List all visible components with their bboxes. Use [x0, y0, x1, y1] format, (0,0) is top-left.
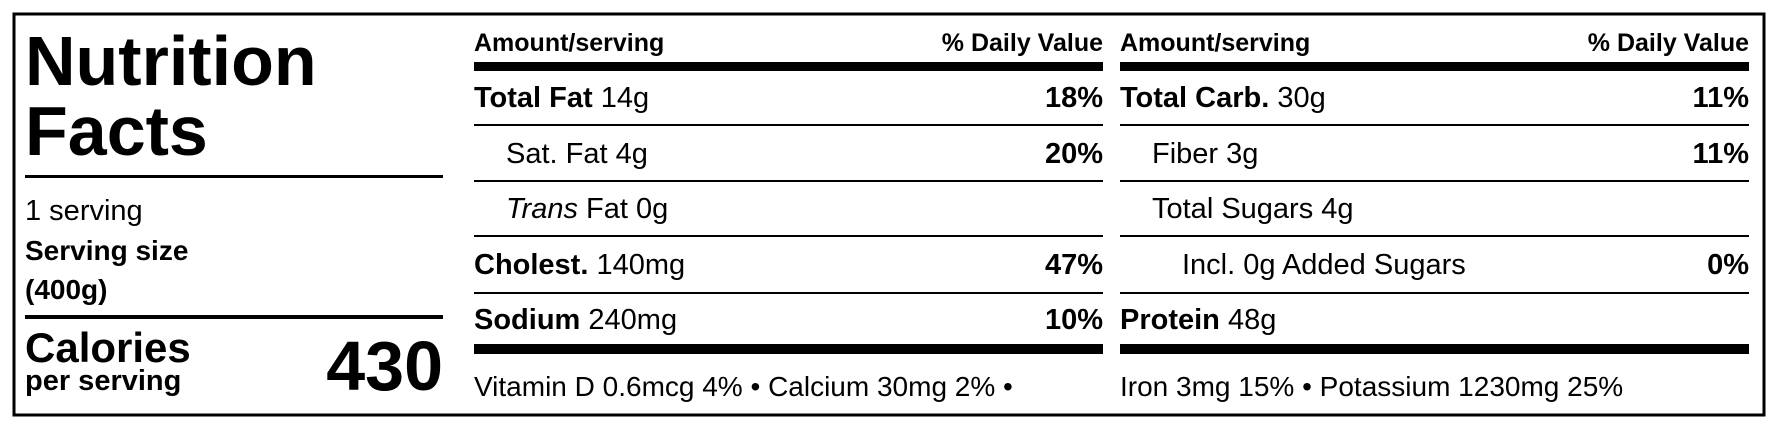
- nutrient-row: Total Carb. 30g: [1120, 82, 1326, 114]
- nutrient: Sodium: [474, 304, 580, 336]
- label-italic: Trans: [506, 193, 578, 225]
- thick-bar: [1120, 344, 1749, 354]
- serving-size-label: Serving size: [25, 235, 188, 266]
- row-divider: [1120, 235, 1749, 237]
- amount: 48g: [1228, 304, 1276, 336]
- serving-size: (400g): [25, 274, 107, 305]
- nutrient-row: Fiber 3g: [1152, 138, 1258, 170]
- nutrient-row: Sat. Fat 4g: [506, 138, 648, 170]
- label: Incl. 0g Added Sugars: [1182, 249, 1466, 281]
- amount: 4g: [1321, 193, 1353, 225]
- daily-value: 10%: [1045, 304, 1103, 336]
- amount: 0g: [636, 193, 668, 225]
- calories-value: 430: [326, 327, 443, 405]
- thick-bar: [1120, 62, 1749, 71]
- dv-header: % Daily Value: [942, 29, 1103, 57]
- calories-sublabel: per serving: [25, 365, 181, 397]
- thick-bar: [474, 344, 1103, 354]
- nutrient: Total Fat: [474, 82, 593, 114]
- nutrient: Total Carb.: [1120, 82, 1269, 114]
- dv-header: % Daily Value: [1588, 29, 1749, 57]
- amount: 240mg: [588, 304, 677, 336]
- amount: 140mg: [596, 249, 685, 281]
- servings: 1 serving: [25, 195, 143, 227]
- thick-bar: [474, 62, 1103, 71]
- label-border: [12, 12, 1766, 417]
- nutrient-row: Protein 48g: [1120, 304, 1276, 336]
- daily-value: 47%: [1045, 249, 1103, 281]
- divider: [25, 175, 443, 178]
- daily-value: 0%: [1707, 249, 1749, 281]
- title-line: Facts: [25, 92, 208, 170]
- nutrient-row: Cholest. 140mg: [474, 249, 685, 281]
- row-divider: [474, 292, 1103, 294]
- divider: [25, 315, 443, 319]
- row-divider: [1120, 292, 1749, 294]
- label: Sat. Fat: [506, 138, 608, 170]
- nutrient-row: Trans Fat 0g: [506, 193, 668, 225]
- amount-header: Amount/serving: [474, 29, 664, 57]
- title-line: Nutrition: [25, 22, 317, 100]
- label: Total Sugars: [1152, 193, 1313, 225]
- amount: 4g: [616, 138, 648, 170]
- nutrient-row: Sodium 240mg: [474, 304, 677, 336]
- row-divider: [474, 180, 1103, 182]
- row-divider: [474, 235, 1103, 237]
- nutrient-row: Incl. 0g Added Sugars: [1182, 249, 1466, 281]
- nutrient: Protein: [1120, 304, 1220, 336]
- daily-value: 18%: [1045, 82, 1103, 114]
- micronutrients: Vitamin D 0.6mcg 4% • Calcium 30mg 2% •: [474, 371, 1013, 402]
- nutrient: Cholest.: [474, 249, 588, 281]
- row-divider: [1120, 124, 1749, 126]
- daily-value: 11%: [1693, 82, 1750, 114]
- row-divider: [474, 124, 1103, 126]
- daily-value: 11%: [1693, 138, 1750, 170]
- label: Fat: [586, 193, 628, 225]
- nutrient-row: Total Fat 14g: [474, 82, 649, 114]
- daily-value: 20%: [1045, 138, 1103, 170]
- amount-header: Amount/serving: [1120, 29, 1310, 57]
- amount: 14g: [601, 82, 649, 114]
- label: Fiber: [1152, 138, 1218, 170]
- nutrient-row: Total Sugars 4g: [1152, 193, 1354, 225]
- micronutrients: Iron 3mg 15% • Potassium 1230mg 25%: [1120, 371, 1623, 402]
- amount: 3g: [1226, 138, 1258, 170]
- calories-label: Calories: [25, 324, 191, 371]
- amount: 30g: [1277, 82, 1325, 114]
- row-divider: [1120, 180, 1749, 182]
